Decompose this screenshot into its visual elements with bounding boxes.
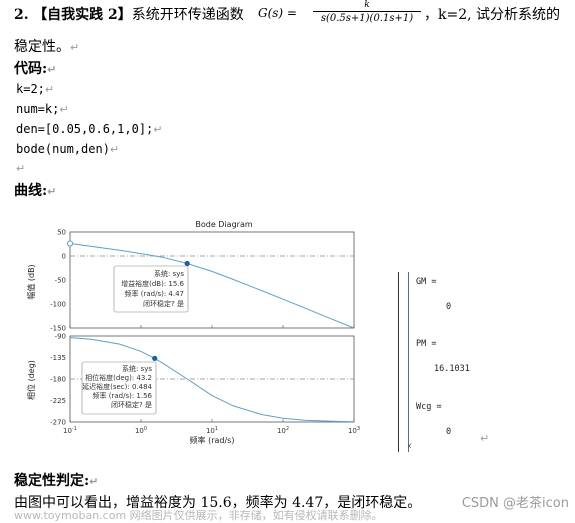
return-mark: ↵ bbox=[47, 185, 57, 198]
return-mark: ↵ bbox=[89, 475, 99, 488]
code-label-text: 代码: bbox=[14, 61, 48, 77]
gain-margin-marker[interactable] bbox=[184, 260, 190, 267]
return-mark: ↵ bbox=[59, 103, 69, 116]
phase-tick: -135 bbox=[50, 354, 66, 362]
phase-tick-labels: -90 -135 -180 -225 -270 bbox=[50, 333, 66, 427]
bode-title: Bode Diagram bbox=[195, 220, 252, 229]
gm-value: 0 bbox=[446, 302, 451, 312]
fraction-bar bbox=[313, 11, 421, 12]
phase-tick: -270 bbox=[50, 419, 66, 427]
matlab-output-panel: GM = 0 PM = 16.1031 Wcg = 0 fx bbox=[408, 277, 470, 450]
magnitude-ylabel: 幅值 (dB) bbox=[26, 264, 36, 299]
watermark: www.toymoban.com 网络图片仅供展示，非存储，如有侵权请联系删除。 bbox=[14, 509, 383, 522]
magnitude-tick-labels: 50 0 -50 -100 -150 bbox=[50, 229, 66, 333]
problem-number: 2. bbox=[14, 7, 29, 23]
return-mark: ↵ bbox=[153, 123, 163, 136]
return-mark: ↵ bbox=[109, 143, 120, 156]
x-tick-labels: 10-1 100 101 102 103 bbox=[63, 426, 360, 435]
panel-left-border bbox=[398, 272, 399, 452]
magnitude-tick: -150 bbox=[50, 325, 66, 333]
problem-line2-text: 稳定性。 bbox=[14, 39, 70, 55]
wcg-value: 0 bbox=[446, 427, 451, 437]
tf-denominator: s(0.5s+1)(0.1s+1) bbox=[320, 13, 414, 24]
magnitude-grid bbox=[69, 325, 355, 328]
datatip-line: 闭环稳定? 是 bbox=[143, 299, 184, 308]
conclusion-text: 由图中可以看出，增益裕度为 15.6，频率为 4.47，是闭环稳定。 bbox=[14, 495, 422, 511]
datatip-line: 延迟裕度(sec): 0.484 bbox=[82, 382, 152, 391]
datatip-line: 相位裕度(deg): 43.2 bbox=[85, 373, 152, 382]
phase-tick: -180 bbox=[50, 376, 66, 384]
pm-value: 16.1031 bbox=[434, 364, 470, 374]
magnitude-tick: -100 bbox=[50, 301, 66, 309]
phase-margin-marker[interactable] bbox=[152, 355, 158, 361]
x-tick: 103 bbox=[348, 426, 360, 435]
return-mark: ↵ bbox=[44, 83, 55, 96]
return-mark: ↵ bbox=[47, 63, 57, 76]
x-tick: 10-1 bbox=[63, 426, 77, 435]
x-tick: 102 bbox=[277, 426, 289, 435]
phase-margin-datatip: 系统: sys 相位裕度(deg): 43.2 延迟裕度(sec): 0.484… bbox=[81, 361, 157, 415]
tf-numerator: k bbox=[364, 0, 370, 10]
problem-title: 【自我实践 2】 bbox=[33, 7, 132, 23]
judgement-label-text: 稳定性判定: bbox=[14, 473, 90, 489]
code-line: k=2;↵ bbox=[16, 82, 54, 96]
judgement-label: 稳定性判定:↵ bbox=[14, 470, 98, 490]
csdn-author-mark: CSDN @老茶icon bbox=[461, 496, 569, 511]
magnitude-curve bbox=[69, 243, 355, 329]
gain-margin-datatip: 系统: sys 增益裕度(dB): 15.6 频率 (rad/s): 4.47 … bbox=[113, 265, 189, 313]
phase-tick: -225 bbox=[50, 397, 66, 405]
magnitude-axes bbox=[69, 231, 355, 329]
code-text: k=2; bbox=[16, 82, 45, 96]
problem-lead: 系统开环传递函数 bbox=[131, 7, 244, 23]
datatip-line: 增益裕度(dB): 15.6 bbox=[121, 279, 184, 288]
return-mark: ↵ bbox=[480, 432, 490, 445]
frequency-xlabel: 频率 (rad/s) bbox=[190, 435, 235, 445]
code-line: den=[0.05,0.6,1,0];↵ bbox=[16, 122, 163, 136]
datatip-line: 系统: sys bbox=[154, 269, 184, 278]
problem-after: ，k=2, 试分析系统的 bbox=[424, 7, 561, 23]
magnitude-tick: 0 bbox=[62, 253, 66, 261]
datatip-line: 频率 (rad/s): 1.56 bbox=[93, 391, 153, 400]
datatip-line: 闭环稳定? 是 bbox=[111, 400, 152, 409]
empty-paragraph: ↵ bbox=[16, 162, 26, 175]
fx-icon[interactable]: fx bbox=[408, 441, 412, 450]
magnitude-start-marker bbox=[66, 240, 74, 247]
tf-lhs: G(s) = bbox=[258, 6, 297, 20]
x-tick: 100 bbox=[135, 426, 147, 435]
phase-ylabel: 相位 (deg) bbox=[26, 360, 36, 400]
panel-splitter[interactable] bbox=[408, 272, 409, 452]
pm-label: PM = bbox=[416, 339, 436, 349]
phase-tick: -90 bbox=[55, 333, 66, 341]
x-tick: 101 bbox=[206, 426, 218, 435]
datatip-line: 频率 (rad/s): 4.47 bbox=[125, 289, 184, 298]
code-line: bode(num,den)↵ bbox=[16, 142, 119, 156]
problem-line-2: 稳定性。↵ bbox=[14, 36, 79, 56]
problem-line-1: 2. 【自我实践 2】系统开环传递函数 bbox=[14, 4, 244, 24]
code-line: num=k;↵ bbox=[16, 102, 69, 116]
wcg-label: Wcg = bbox=[416, 402, 442, 412]
bode-figure: Bode Diagram 50 0 -50 -100 -150 幅值 (dB) … bbox=[14, 212, 394, 448]
curve-label-text: 曲线: bbox=[14, 183, 48, 199]
return-mark: ↵ bbox=[70, 41, 80, 54]
code-text: bode(num,den) bbox=[16, 142, 110, 156]
code-label: 代码:↵ bbox=[14, 58, 56, 78]
curve-label: 曲线:↵ bbox=[14, 180, 56, 200]
gm-label: GM = bbox=[416, 277, 436, 287]
datatip-line: 系统: sys bbox=[122, 364, 152, 373]
code-text: den=[0.05,0.6,1,0]; bbox=[16, 122, 154, 136]
magnitude-tick: 50 bbox=[57, 229, 66, 237]
code-text: num=k; bbox=[16, 102, 60, 116]
phase-curve bbox=[69, 337, 355, 423]
magnitude-tick: -50 bbox=[55, 277, 66, 285]
